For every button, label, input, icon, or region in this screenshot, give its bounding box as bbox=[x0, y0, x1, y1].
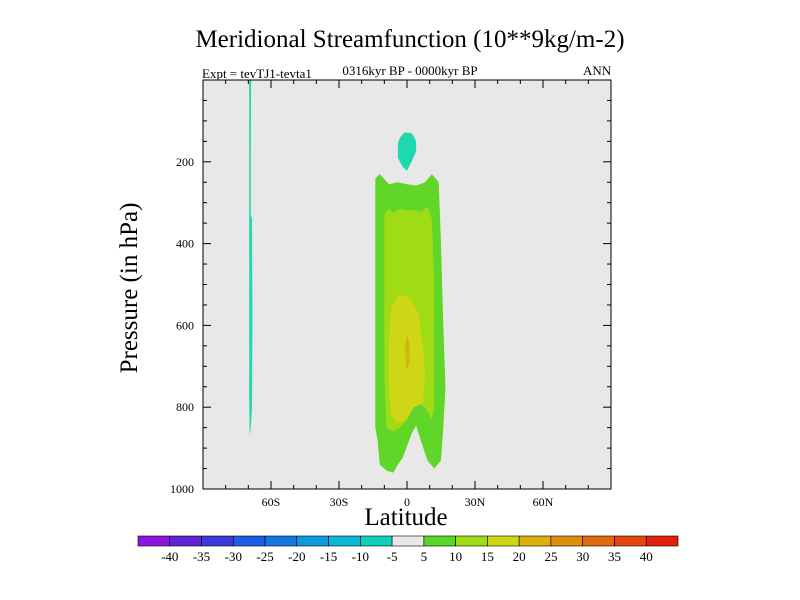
colorbar-label: -5 bbox=[387, 549, 398, 564]
colorbar-swatch bbox=[232, 535, 266, 547]
colorbar-swatch bbox=[360, 535, 393, 547]
colorbar-swatch bbox=[645, 535, 679, 547]
colorbar-swatch bbox=[614, 535, 647, 547]
colorbar-swatch bbox=[455, 535, 488, 547]
colorbar-label: 25 bbox=[544, 549, 557, 564]
x-tick-label: 30N bbox=[465, 495, 486, 509]
experiment-label: Expt = tevTJ1-tevta1 bbox=[202, 66, 312, 81]
colorbar-swatch bbox=[582, 535, 615, 547]
colorbar-swatch bbox=[296, 535, 329, 547]
colorbar-swatch bbox=[328, 535, 361, 547]
colorbar-swatch bbox=[391, 535, 425, 547]
colorbar-swatch bbox=[423, 535, 456, 547]
season-label: ANN bbox=[583, 63, 612, 78]
colorbar-label: -15 bbox=[320, 549, 337, 564]
colorbar-label: 30 bbox=[576, 549, 589, 564]
colorbar-swatch bbox=[487, 535, 520, 547]
y-tick-label: 1000 bbox=[170, 482, 194, 496]
colorbar-swatch bbox=[137, 535, 171, 547]
colorbar-label: -40 bbox=[161, 549, 178, 564]
y-tick-label: 400 bbox=[176, 237, 194, 251]
contour-region-sh-strip bbox=[249, 80, 253, 436]
contour-region-minus10-minus5 bbox=[397, 132, 417, 171]
colorbar-swatch bbox=[518, 535, 552, 547]
y-tick-label: 200 bbox=[176, 155, 194, 169]
chart-subtitle: 0316kyr BP - 0000kyr BP bbox=[342, 63, 478, 78]
colorbar-label: -35 bbox=[193, 549, 210, 564]
y-tick-label: 600 bbox=[176, 318, 194, 332]
chart-title: Meridional Streamfunction (10**9kg/m-2) bbox=[195, 26, 625, 53]
colorbar-label: 10 bbox=[449, 549, 462, 564]
colorbar-swatch bbox=[169, 535, 202, 547]
colorbar-label: -10 bbox=[352, 549, 369, 564]
colorbar-label: -20 bbox=[288, 549, 305, 564]
colorbar-label: -25 bbox=[256, 549, 273, 564]
contour-region-20-25 bbox=[405, 333, 410, 371]
colorbar-label: 15 bbox=[481, 549, 494, 564]
colorbar-label: 40 bbox=[640, 549, 653, 564]
x-tick-label: 60S bbox=[262, 495, 281, 509]
x-tick-label: 60N bbox=[533, 495, 554, 509]
colorbar-swatch bbox=[550, 535, 584, 547]
x-axis-title: Latitude bbox=[364, 504, 448, 531]
colorbar-swatch bbox=[201, 535, 234, 547]
colorbar-swatch bbox=[264, 535, 298, 547]
x-tick-label: 30S bbox=[330, 495, 349, 509]
colorbar-label: 20 bbox=[513, 549, 526, 564]
colorbar-label: 5 bbox=[421, 549, 428, 564]
y-tick-label: 800 bbox=[176, 400, 194, 414]
x-tick-label: 0 bbox=[404, 495, 410, 509]
colorbar-label: 35 bbox=[608, 549, 621, 564]
colorbar-label: -30 bbox=[225, 549, 242, 564]
